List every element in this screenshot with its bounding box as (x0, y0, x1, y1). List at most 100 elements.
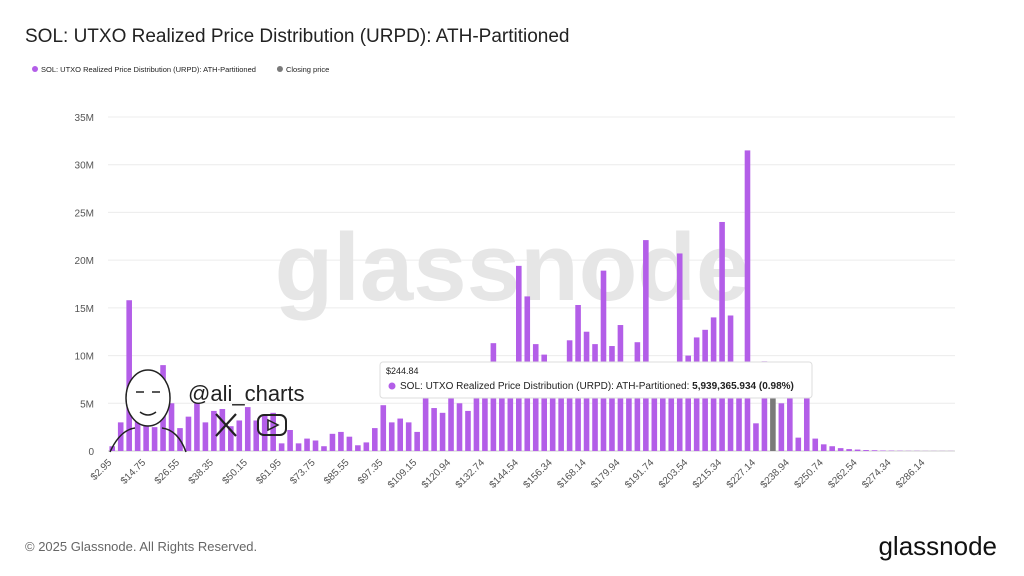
bar (761, 361, 768, 451)
bar (363, 442, 370, 451)
x-tick-label: $215.34 (691, 457, 725, 491)
y-tick-label: 10M (75, 352, 94, 363)
tooltip-header: $244.84 (386, 366, 419, 376)
bar (863, 450, 869, 451)
y-tick-label: 5M (80, 399, 94, 410)
x-tick-label: $2.95 (89, 457, 115, 483)
x-tick-label: $274.34 (860, 457, 894, 491)
chart-title: SOL: UTXO Realized Price Distribution (U… (25, 26, 569, 47)
y-tick-label: 35M (75, 113, 94, 124)
bar (261, 414, 268, 451)
y-tick-label: 15M (75, 304, 94, 315)
bar (456, 403, 463, 451)
bar (211, 410, 217, 451)
bar (507, 384, 514, 451)
bar (778, 403, 785, 451)
bar (355, 445, 361, 451)
bar (414, 431, 420, 451)
footer: © 2025 Glassnode. All Rights Reserved. (25, 539, 257, 554)
bar (558, 374, 564, 451)
bar (168, 403, 175, 451)
bar (829, 446, 835, 451)
bar (185, 416, 192, 451)
bar (372, 428, 378, 451)
bar (388, 422, 395, 451)
x-tick-label: $97.35 (356, 457, 386, 487)
bar (846, 449, 852, 451)
bar (668, 384, 675, 451)
bar (278, 443, 285, 451)
bar (837, 448, 844, 451)
bar (465, 410, 471, 451)
bar (812, 438, 819, 451)
logo: glassnode (878, 531, 997, 561)
bar (202, 422, 209, 451)
bar (244, 407, 251, 451)
x-tick-label: $179.94 (589, 457, 623, 491)
x-icon (215, 413, 237, 437)
bar (405, 422, 412, 451)
bar (151, 427, 158, 451)
bar (448, 388, 454, 451)
x-tick-label: $238.94 (759, 457, 793, 491)
bar (431, 408, 437, 451)
x-tick-label: $250.74 (792, 457, 826, 491)
bar (422, 393, 429, 451)
bar (312, 440, 319, 451)
avatar-head (125, 369, 171, 427)
x-tick-label: $203.54 (657, 457, 691, 491)
bar (871, 450, 878, 451)
legend-marker (32, 66, 38, 72)
bar (753, 423, 759, 451)
avatar-face (136, 391, 160, 416)
bar (236, 420, 243, 451)
bar (304, 438, 310, 451)
youtube-icon (257, 414, 287, 436)
bar (253, 420, 260, 451)
bar (600, 270, 607, 451)
tooltip-value: 5,939,365.934 (0.98%) (692, 381, 794, 392)
bar (482, 393, 488, 451)
bar (651, 374, 658, 451)
avatar-shoulders (109, 427, 187, 453)
bar (346, 436, 353, 451)
x-tick-label: $191.74 (623, 457, 657, 491)
x-tick-label: $38.35 (187, 457, 217, 487)
bar (643, 240, 649, 451)
tooltip: $244.84 SOL: UTXO Realized Price Distrib… (379, 361, 813, 399)
bar (744, 150, 751, 451)
x-tick-label: $286.14 (894, 457, 928, 491)
overlay-handle: @ali_charts (188, 381, 305, 406)
x-tick-label: $120.94 (420, 457, 454, 491)
bar (439, 412, 446, 451)
legend-marker (276, 66, 283, 72)
bar (820, 444, 827, 451)
bar (134, 412, 141, 451)
bar (626, 365, 632, 451)
x-tick-label: $50.15 (220, 457, 250, 487)
bar (397, 418, 404, 451)
bar (549, 374, 556, 451)
x-tick-label: $262.54 (826, 457, 860, 491)
bar (126, 300, 132, 451)
x-tick-label: $227.14 (725, 457, 759, 491)
bar (719, 221, 725, 451)
bar (854, 449, 861, 451)
youtube-play (267, 418, 280, 432)
bar (676, 253, 683, 451)
y-tick-label: 25M (75, 208, 94, 219)
x-tick-label: $61.95 (254, 457, 284, 487)
bar (329, 433, 336, 451)
bar (295, 443, 302, 451)
tooltip-text: SOL: UTXO Realized Price Distribution (U… (400, 381, 794, 392)
grid: 0 5M 10M 15M 20M 25M 30M 35M (75, 113, 955, 458)
legend-label: Closing price (286, 65, 329, 74)
bar (380, 405, 387, 451)
bar (321, 446, 327, 451)
x-tick-label: $73.75 (288, 457, 318, 487)
bar (228, 426, 234, 451)
bar (117, 422, 124, 451)
x-tick-label: $26.55 (153, 457, 183, 487)
x-tick-label: $156.34 (521, 457, 555, 491)
